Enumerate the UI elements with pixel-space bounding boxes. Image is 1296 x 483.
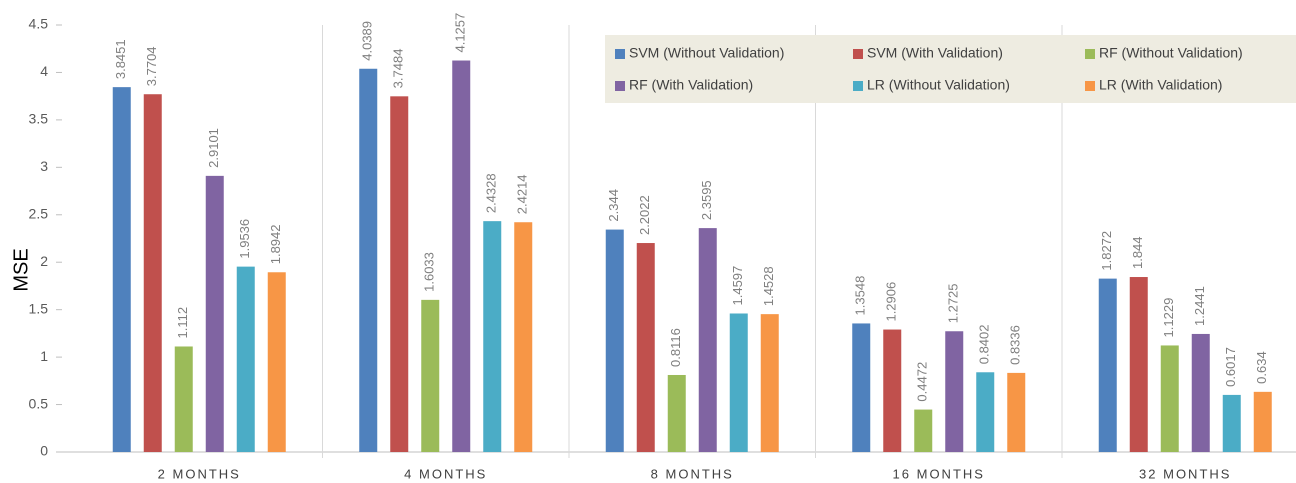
legend-swatch — [853, 49, 863, 59]
legend-label: SVM (Without Validation) — [629, 45, 784, 61]
bar — [729, 313, 748, 452]
y-tick-label: 4 — [40, 63, 48, 79]
legend-swatch — [853, 81, 863, 91]
data-label: 0.6017 — [1223, 347, 1238, 387]
bar — [698, 228, 717, 452]
data-label: 2.3595 — [699, 180, 714, 220]
data-label: 3.8451 — [113, 39, 128, 79]
y-tick-label: 0 — [40, 443, 48, 459]
data-label: 2.9101 — [206, 128, 221, 168]
bar — [143, 94, 162, 453]
x-tick-label: 2 MONTHS — [158, 466, 241, 481]
bar — [1098, 278, 1117, 452]
data-label: 1.2906 — [884, 282, 899, 322]
data-label: 1.9536 — [237, 219, 252, 259]
data-label: 0.8336 — [1008, 325, 1023, 365]
data-label: 3.7484 — [391, 49, 406, 89]
data-label: 1.4528 — [761, 266, 776, 306]
bar — [483, 221, 502, 452]
data-label: 1.844 — [1130, 236, 1145, 269]
data-label: 2.4328 — [484, 173, 499, 213]
bar — [1129, 277, 1148, 452]
bar — [914, 409, 933, 452]
legend-swatch — [1085, 81, 1095, 91]
data-label: 1.1229 — [1161, 298, 1176, 338]
bar — [236, 266, 255, 452]
y-tick-label: 3.5 — [29, 111, 49, 127]
bar — [605, 229, 624, 452]
legend-swatch — [615, 81, 625, 91]
data-label: 0.4472 — [915, 362, 930, 402]
legend-label: SVM (With Validation) — [867, 45, 1003, 61]
y-tick-label: 3 — [40, 158, 48, 174]
bar — [667, 374, 686, 452]
legend-label: RF (With Validation) — [629, 77, 753, 93]
bar — [174, 346, 193, 452]
bar — [452, 60, 471, 453]
data-label: 1.112 — [175, 307, 190, 339]
data-label: 0.634 — [1254, 351, 1269, 384]
bar — [1160, 345, 1179, 452]
data-label: 2.2022 — [637, 195, 652, 235]
y-tick-label: 0.5 — [29, 395, 49, 411]
y-tick-label: 4.5 — [29, 16, 49, 32]
legend-label: LR (With Validation) — [1099, 77, 1222, 93]
data-label: 1.2441 — [1192, 286, 1207, 326]
data-label: 4.1257 — [453, 13, 468, 53]
legend-swatch — [615, 49, 625, 59]
bar — [390, 96, 409, 453]
data-label: 2.344 — [606, 189, 621, 222]
x-tick-label: 16 MONTHS — [893, 466, 985, 481]
y-tick-label: 1 — [40, 348, 48, 364]
data-label: 0.8116 — [668, 328, 683, 367]
x-tick-label: 4 MONTHS — [404, 466, 487, 481]
data-label: 1.8942 — [268, 224, 283, 264]
bar — [945, 331, 964, 452]
data-label: 1.6033 — [422, 252, 437, 292]
bar — [1007, 372, 1026, 452]
x-tick-label: 32 MONTHS — [1139, 466, 1231, 481]
legend-label: LR (Without Validation) — [867, 77, 1010, 93]
legend-swatch — [1085, 49, 1095, 59]
data-label: 0.8402 — [977, 325, 992, 365]
bar — [1222, 394, 1241, 452]
data-label: 1.2725 — [946, 283, 961, 323]
bar — [883, 329, 902, 452]
bar — [421, 299, 440, 452]
data-label: 3.7704 — [144, 46, 159, 86]
y-tick-label: 2 — [40, 253, 48, 269]
legend-box — [605, 35, 1296, 103]
bar — [852, 323, 871, 452]
bar — [359, 68, 378, 452]
bar — [976, 372, 995, 452]
y-axis-label: MSE — [10, 248, 32, 291]
legend-label: RF (Without Validation) — [1099, 45, 1243, 61]
y-tick-label: 2.5 — [29, 205, 49, 221]
bar — [205, 175, 224, 453]
data-label: 1.3548 — [853, 276, 868, 316]
data-label: 2.4214 — [515, 174, 530, 214]
bar — [112, 87, 131, 452]
x-tick-label: 8 MONTHS — [651, 466, 734, 481]
bar — [514, 222, 533, 452]
bar — [760, 314, 779, 452]
bar — [1191, 333, 1210, 452]
data-label: 1.8272 — [1099, 231, 1114, 271]
data-label: 1.4597 — [730, 266, 745, 306]
bar — [636, 243, 655, 452]
bar — [1253, 391, 1272, 452]
bar — [267, 272, 286, 452]
data-label: 4.0389 — [360, 21, 375, 61]
y-tick-label: 1.5 — [29, 300, 49, 316]
